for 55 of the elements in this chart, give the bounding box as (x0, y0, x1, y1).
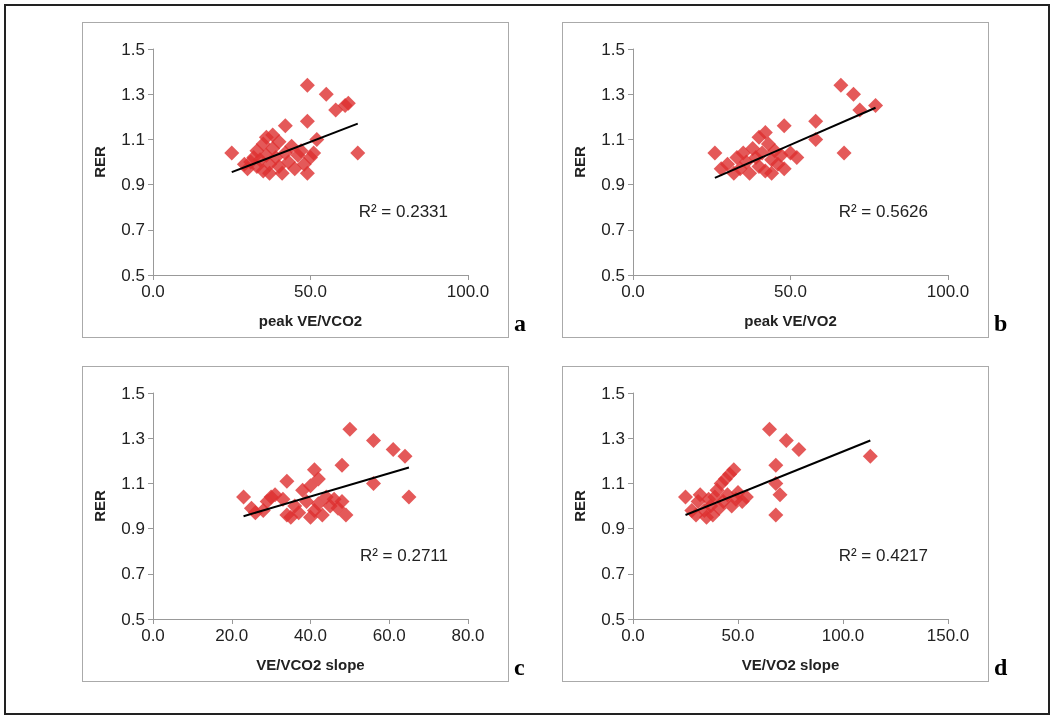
y-tick-label: 1.3 (601, 84, 625, 104)
y-tick-label: 1.5 (601, 39, 625, 59)
y-tick-label: 1.5 (601, 383, 625, 403)
annotation: R² = 0.2711 (359, 546, 448, 565)
x-tick-label: 0.0 (621, 626, 645, 645)
y-tick-label: 1.1 (601, 473, 625, 493)
x-tick-label: 0.0 (141, 626, 165, 645)
x-tick-label: 150.0 (926, 626, 970, 645)
y-tick-label: 0.7 (601, 220, 625, 240)
y-tick-label: 0.9 (601, 175, 625, 195)
y-tick-label: 0.7 (121, 564, 145, 584)
x-tick-label: 50.0 (293, 282, 328, 301)
x-tick-label: 80.0 (451, 626, 485, 645)
y-axis-title: RER (91, 490, 108, 522)
x-axis-title: VE/VO2 slope (741, 656, 840, 673)
y-tick-label: 0.9 (121, 519, 145, 539)
x-tick-label: 60.0 (372, 626, 406, 645)
y-axis-title: RER (571, 490, 588, 522)
annotation: R² = 0.5626 (838, 202, 928, 221)
text: c (514, 654, 525, 681)
x-tick-label: 0.0 (141, 282, 165, 301)
y-tick-label: 0.5 (121, 265, 145, 285)
x-tick-label: 100.0 (926, 282, 970, 301)
y-tick-label: 0.5 (121, 609, 145, 629)
annotation: R² = 0.4217 (838, 546, 928, 565)
y-tick-label: 1.1 (121, 129, 145, 149)
x-tick-label: 50.0 (773, 282, 808, 301)
x-tick-label: 100.0 (446, 282, 490, 301)
x-axis-title: peak VE/VCO2 (258, 312, 363, 329)
x-axis-title: peak VE/VO2 (744, 312, 837, 329)
y-tick-label: 0.7 (121, 220, 145, 240)
text: b (994, 310, 1008, 337)
x-tick-label: 20.0 (215, 626, 249, 645)
x-tick-label: 40.0 (293, 626, 328, 645)
x-tick-label: 0.0 (621, 282, 645, 301)
y-tick-label: 0.9 (601, 519, 625, 539)
y-axis-title: RER (571, 146, 588, 178)
y-tick-label: 1.5 (121, 39, 145, 59)
y-tick-label: 1.5 (121, 383, 145, 403)
y-tick-label: 1.3 (121, 84, 145, 104)
y-tick-label: 1.3 (601, 428, 625, 448)
y-tick-label: 1.1 (121, 473, 145, 493)
x-axis-title: VE/VCO2 slope (256, 656, 365, 673)
y-tick-label: 0.5 (601, 265, 625, 285)
x-tick-label: 50.0 (721, 626, 755, 645)
text: d (994, 654, 1008, 681)
y-tick-label: 1.1 (601, 129, 625, 149)
y-tick-label: 0.9 (121, 175, 145, 195)
text: a (514, 310, 526, 337)
x-tick-label: 100.0 (821, 626, 865, 645)
annotation: R² = 0.2331 (358, 202, 448, 221)
y-tick-label: 0.7 (601, 564, 625, 584)
y-tick-label: 0.5 (601, 609, 625, 629)
y-axis-title: RER (91, 146, 108, 178)
y-tick-label: 1.3 (121, 428, 145, 448)
